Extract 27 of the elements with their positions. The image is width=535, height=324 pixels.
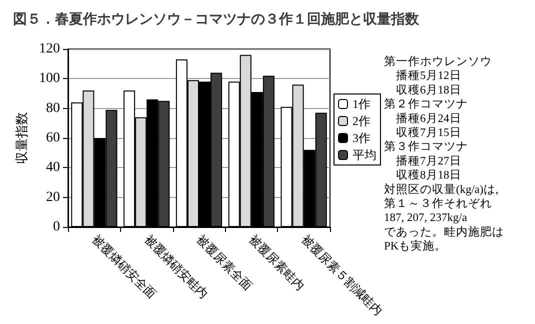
y-tick-label: 60	[46, 130, 60, 146]
legend-label: 3作	[352, 131, 370, 145]
text: 第２作コマツナ	[384, 98, 468, 111]
text: PKも実施。	[384, 238, 447, 253]
chart-title: 図５．春夏作ホウレンソウ－コマツナの３作１回施肥と収量指数	[13, 12, 420, 28]
text: 収穫7月15日	[384, 126, 462, 139]
y-tick-label: 20	[46, 190, 60, 205]
y-tick-label: 80	[46, 100, 60, 116]
text: 187, 207, 237kg/a	[384, 212, 468, 224]
legend-label: 平均	[352, 148, 376, 162]
y-tick-label: 40	[46, 160, 60, 176]
text: であった。畦内施肥は	[384, 225, 504, 238]
text: 第１～３作それぞれ	[384, 197, 492, 210]
text: 播種7月27日	[384, 154, 462, 168]
legend-label: 2作	[352, 114, 370, 128]
y-tick-label: 120	[39, 42, 60, 56]
text: 第３作コマツナ	[384, 140, 468, 154]
text: 収穫8月18日	[384, 168, 462, 182]
y-tick-label: 0	[53, 220, 60, 234]
y-tick-label: 100	[39, 71, 60, 86]
text: 第一作ホウレンソウ	[384, 55, 492, 68]
y-axis-title: 収量指数	[14, 112, 30, 164]
text: 対照区の収量(kg/a)は,	[384, 182, 498, 196]
legend-label: 1作	[352, 97, 370, 111]
text: 播種5月12日	[384, 69, 462, 82]
text: 収穫6月18日	[384, 83, 462, 96]
text: 播種6月24日	[384, 112, 462, 125]
